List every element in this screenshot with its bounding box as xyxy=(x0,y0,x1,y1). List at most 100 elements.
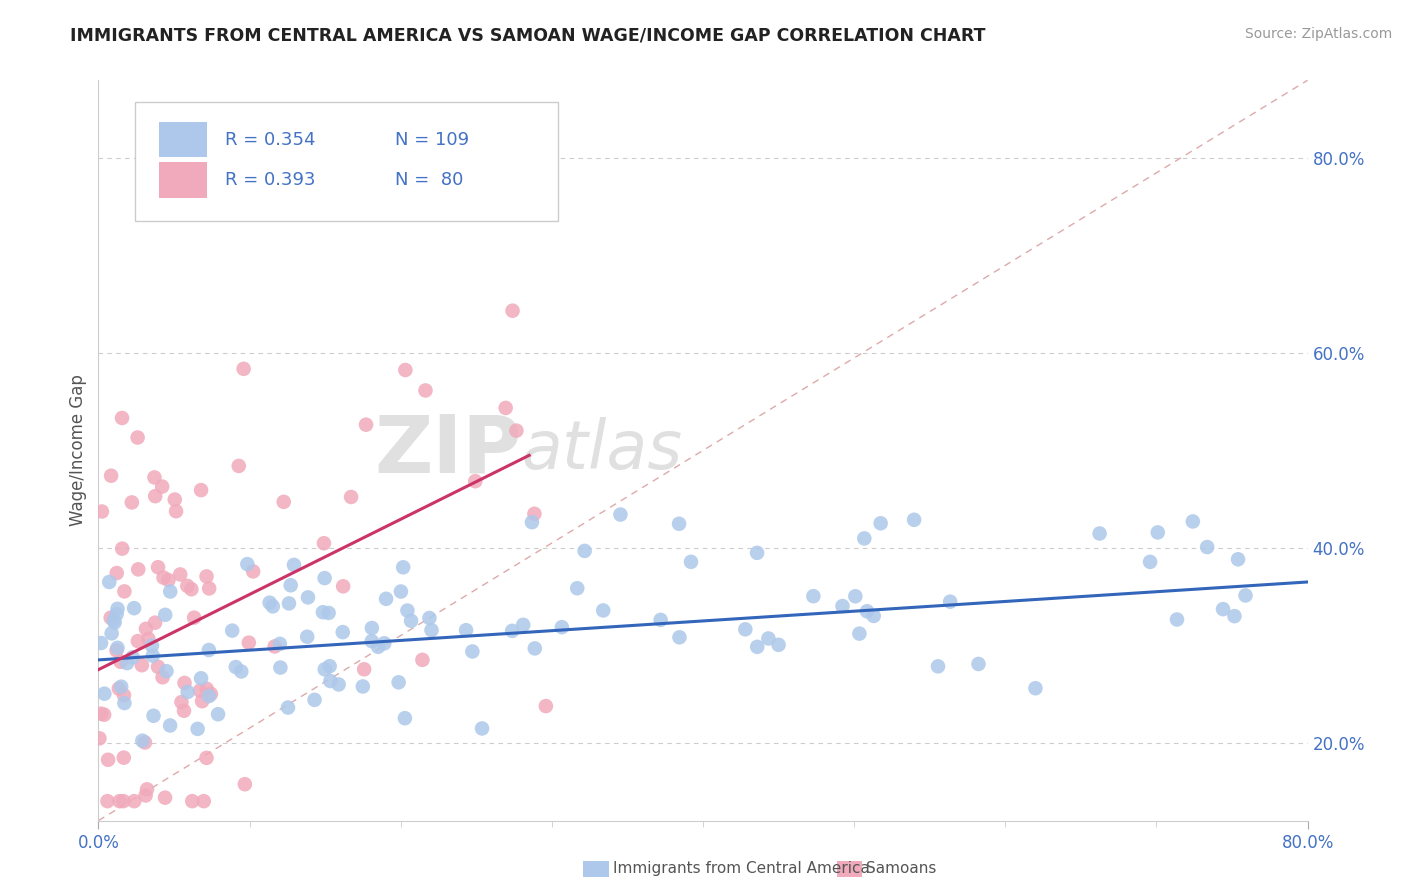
Point xyxy=(1223,609,1246,624)
Text: R = 0.354: R = 0.354 xyxy=(225,130,316,148)
Point xyxy=(93,687,115,701)
Point xyxy=(108,794,131,808)
Point xyxy=(131,658,153,673)
Y-axis label: Wage/Income Gap: Wage/Income Gap xyxy=(69,375,87,526)
Point xyxy=(112,794,135,808)
Point xyxy=(165,504,187,518)
Point xyxy=(233,777,256,791)
Point xyxy=(848,626,870,640)
Point xyxy=(853,532,876,546)
Point xyxy=(195,751,218,765)
Point xyxy=(187,722,209,736)
Point xyxy=(135,789,157,803)
Text: Immigrants from Central America: Immigrants from Central America xyxy=(613,862,870,876)
Point xyxy=(110,680,132,694)
Text: IMMIGRANTS FROM CENTRAL AMERICA VS SAMOAN WAGE/INCOME GAP CORRELATION CHART: IMMIGRANTS FROM CENTRAL AMERICA VS SAMOA… xyxy=(70,27,986,45)
Point xyxy=(471,722,494,736)
Point xyxy=(159,718,181,732)
Point xyxy=(136,782,159,797)
Point xyxy=(758,632,780,646)
Point xyxy=(354,417,377,432)
Point xyxy=(103,613,125,627)
Point xyxy=(283,558,305,572)
Point xyxy=(195,681,218,696)
Point xyxy=(143,489,166,503)
Point xyxy=(103,615,125,630)
Point xyxy=(143,470,166,484)
Point xyxy=(869,516,891,531)
Text: N = 109: N = 109 xyxy=(395,130,468,148)
Point xyxy=(318,659,340,673)
Point xyxy=(163,492,186,507)
Point xyxy=(131,733,153,747)
Point xyxy=(96,794,118,808)
Point xyxy=(127,634,149,648)
Point xyxy=(170,695,193,709)
Point xyxy=(415,384,437,398)
Point xyxy=(198,689,221,703)
Point xyxy=(262,599,284,614)
Point xyxy=(399,614,422,628)
Point xyxy=(360,634,382,648)
Point xyxy=(495,401,517,415)
Text: Samoans: Samoans xyxy=(866,862,936,876)
Point xyxy=(173,676,195,690)
Point xyxy=(181,794,204,808)
Point xyxy=(939,595,962,609)
Point xyxy=(111,541,134,556)
Point xyxy=(121,495,143,509)
Point xyxy=(231,665,253,679)
Point xyxy=(927,659,949,673)
Point xyxy=(1234,589,1257,603)
Point xyxy=(112,750,135,764)
Point xyxy=(668,630,690,644)
Point xyxy=(176,579,198,593)
Point xyxy=(100,626,122,640)
Point xyxy=(502,303,524,318)
Point xyxy=(328,677,350,691)
Point xyxy=(396,603,419,617)
Point xyxy=(225,660,247,674)
Point xyxy=(340,490,363,504)
Point xyxy=(141,639,163,653)
Text: R = 0.393: R = 0.393 xyxy=(225,171,316,189)
Point xyxy=(146,560,169,574)
Point xyxy=(142,708,165,723)
Point xyxy=(122,794,145,808)
Point xyxy=(373,636,395,650)
Point xyxy=(388,675,411,690)
Point xyxy=(134,735,156,749)
Point xyxy=(352,680,374,694)
FancyBboxPatch shape xyxy=(159,162,207,198)
Point xyxy=(90,504,112,518)
Point xyxy=(277,700,299,714)
Point xyxy=(269,660,291,674)
Text: ZIP: ZIP xyxy=(374,411,522,490)
Point xyxy=(319,674,342,689)
Point xyxy=(375,591,398,606)
Point xyxy=(1227,552,1250,566)
Point xyxy=(90,706,112,721)
Point xyxy=(1166,612,1188,626)
Point xyxy=(112,696,135,710)
Point xyxy=(195,569,218,583)
Point xyxy=(263,640,285,654)
Point xyxy=(89,731,111,746)
Point xyxy=(844,589,866,603)
Point xyxy=(332,579,354,593)
Point xyxy=(332,625,354,640)
Point xyxy=(198,643,221,657)
Point xyxy=(180,582,202,597)
Point xyxy=(93,707,115,722)
Point xyxy=(668,516,690,531)
Point xyxy=(801,589,824,603)
Point xyxy=(190,483,212,497)
Point xyxy=(146,660,169,674)
Point xyxy=(112,688,135,702)
Point xyxy=(190,671,212,685)
Point xyxy=(155,664,177,678)
Point xyxy=(97,753,120,767)
Point xyxy=(98,574,121,589)
Point xyxy=(232,361,254,376)
Point xyxy=(153,790,176,805)
